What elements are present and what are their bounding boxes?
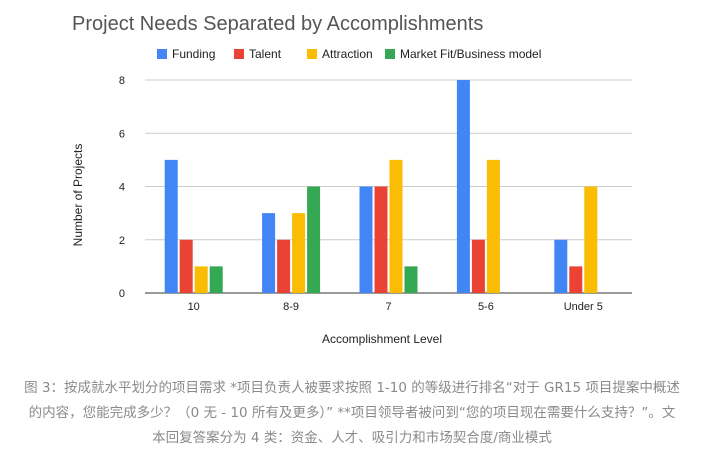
bar-attraction-under-5 [584,186,598,293]
bar-funding-8-9 [262,213,276,293]
x-tick-label: 5-6 [478,301,494,313]
legend-label: Market Fit/Business model [400,47,541,61]
bar-attraction-7 [389,159,403,293]
y-tick-label: 0 [119,288,125,300]
legend: Funding Talent Attraction Market Fit/Busine… [157,47,541,61]
x-axis-label: Accomplishment Level [322,332,442,346]
y-tick-label: 2 [119,235,125,247]
bar-talent-5-6 [471,239,485,293]
legend-swatch [307,49,317,59]
gridlines [145,79,632,294]
bar-market-fit-business-model-7 [404,266,418,293]
legend-label: Funding [172,47,215,61]
x-tick-label: Under 5 [564,301,603,313]
bars [164,80,598,293]
legend-swatch [385,49,395,59]
bar-market-fit-business-model-8-9 [307,186,321,293]
bar-talent-10 [179,239,193,293]
x-tick-label: 8-9 [283,301,299,313]
figure-caption: 图 3：按成就水平划分的项目需求 *项目负责人被要求按照 1-10 的等级进行排… [24,380,680,446]
bar-attraction-10 [194,266,208,293]
bar-talent-8-9 [277,239,291,293]
bar-chart: Project Needs Separated by Accomplishmen… [71,13,632,346]
y-axis-label: Number of Projects [71,144,85,247]
axis-ticks: 0 2 4 6 8 10 8-9 7 5-6 Under 5 [119,75,603,313]
x-tick-label: 7 [385,301,391,313]
bar-market-fit-business-model-10 [209,266,223,293]
chart-title: Project Needs Separated by Accomplishmen… [72,13,483,35]
legend-label: Attraction [322,47,373,61]
y-tick-label: 6 [119,128,125,140]
bar-funding-10 [164,159,178,293]
bar-funding-5-6 [456,80,470,293]
legend-label: Talent [249,47,282,61]
y-tick-label: 4 [119,182,125,194]
legend-swatch [234,49,244,59]
bar-funding-under-5 [554,239,568,293]
bar-talent-7 [374,186,388,293]
x-tick-label: 10 [188,301,200,313]
y-tick-label: 8 [119,75,125,87]
bar-attraction-5-6 [486,159,500,293]
bar-funding-7 [359,186,373,293]
legend-swatch [157,49,167,59]
bar-attraction-8-9 [292,213,306,293]
bar-talent-under-5 [569,266,583,293]
